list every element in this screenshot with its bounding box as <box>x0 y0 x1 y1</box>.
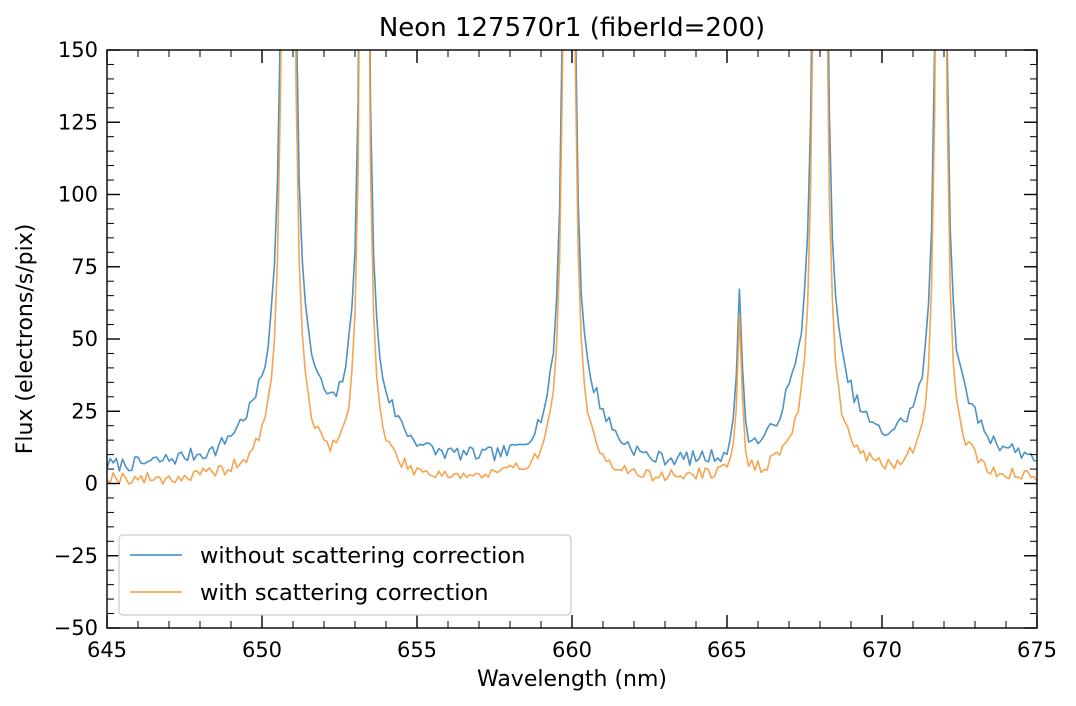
series-line-without-correction <box>107 50 1037 472</box>
chart-title: Neon 127570r1 (fiberId=200) <box>379 13 765 43</box>
y-tick-label: 125 <box>58 110 98 134</box>
ticks-layer: 645 650 655 660 665 670 675 −50 −25 0 25 50 75 100 125… <box>54 38 1057 662</box>
y-tick-label: 150 <box>58 38 98 62</box>
y-tick-label: 0 <box>85 472 98 496</box>
y-axis-label: Flux (electrons/s/pix) <box>13 224 38 455</box>
y-tick-label: 75 <box>71 255 98 279</box>
y-tick-label: 100 <box>58 183 98 207</box>
series-line-with-correction <box>107 50 1037 485</box>
x-tick-label: 645 <box>87 638 127 662</box>
legend: without scattering correction with scatt… <box>118 534 572 616</box>
x-tick-label: 675 <box>1017 638 1057 662</box>
y-tick-label: −25 <box>54 544 98 568</box>
x-tick-label: 655 <box>397 638 437 662</box>
x-tick-label: 670 <box>862 638 902 662</box>
y-tick-label: 50 <box>71 327 98 351</box>
legend-box <box>118 534 572 616</box>
x-tick-label: 665 <box>707 638 747 662</box>
x-tick-label: 660 <box>552 638 592 662</box>
y-tick-label: 25 <box>71 399 98 423</box>
y-tick-label: −50 <box>54 616 98 640</box>
legend-label-with-correction: with scattering correction <box>200 580 489 606</box>
x-axis-label: Wavelength (nm) <box>477 667 667 692</box>
x-tick-label: 650 <box>242 638 282 662</box>
series-layer <box>107 50 1037 485</box>
legend-label-without-correction: without scattering correction <box>200 543 525 569</box>
